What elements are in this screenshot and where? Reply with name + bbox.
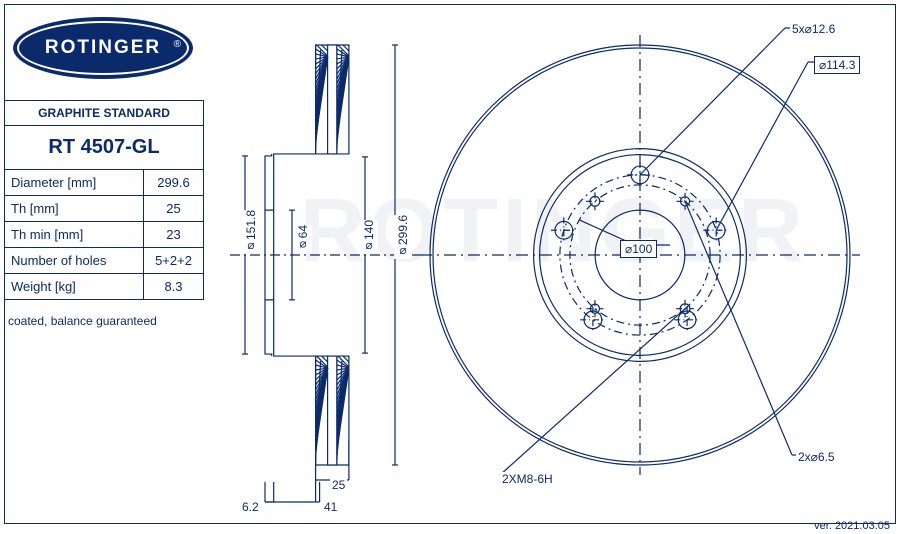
dim-d151-8: ⌀151.8 bbox=[242, 210, 260, 254]
dim-d100: ⌀100 bbox=[620, 240, 657, 258]
row-value: 299.6 bbox=[144, 170, 204, 196]
row-value: 8.3 bbox=[144, 274, 204, 300]
row-label: Th min [mm] bbox=[5, 222, 144, 248]
dim-d64: ⌀64 bbox=[294, 225, 312, 252]
row-label: Number of holes bbox=[5, 248, 144, 274]
part-number: RT 4507-GL bbox=[5, 126, 204, 170]
dim-h2: 2x⌀6.5 bbox=[796, 450, 837, 464]
row-value: 25 bbox=[144, 196, 204, 222]
row-label: Th [mm] bbox=[5, 196, 144, 222]
spec-header: GRAPHITE STANDARD bbox=[5, 101, 204, 126]
registered-mark: ® bbox=[174, 39, 181, 50]
dim-d114-3: ⌀114.3 bbox=[814, 56, 860, 74]
footnote: coated, balance guaranteed bbox=[8, 314, 157, 328]
brand-name: ROTINGER bbox=[45, 37, 161, 59]
dim-t6-2: 6.2 bbox=[240, 500, 261, 514]
spec-table: GRAPHITE STANDARD RT 4507-GL Diameter [m… bbox=[4, 100, 204, 300]
dim-t25: 25 bbox=[330, 478, 347, 492]
dim-holes5: 5x⌀12.6 bbox=[790, 22, 837, 36]
row-value: 5+2+2 bbox=[144, 248, 204, 274]
dim-d299-6: ⌀299.6 bbox=[394, 215, 412, 259]
dim-tap: 2XM8-6H bbox=[500, 472, 555, 486]
row-label: Weight [kg] bbox=[5, 274, 144, 300]
row-label: Diameter [mm] bbox=[5, 170, 144, 196]
front-view bbox=[420, 10, 880, 510]
version: ver. 2021.03.05 bbox=[814, 520, 890, 532]
dim-d140: ⌀140 bbox=[360, 220, 378, 254]
row-value: 23 bbox=[144, 222, 204, 248]
section-view bbox=[210, 10, 440, 510]
dim-t41: 41 bbox=[322, 500, 339, 514]
brand-logo: ROTINGER ® bbox=[8, 8, 198, 88]
